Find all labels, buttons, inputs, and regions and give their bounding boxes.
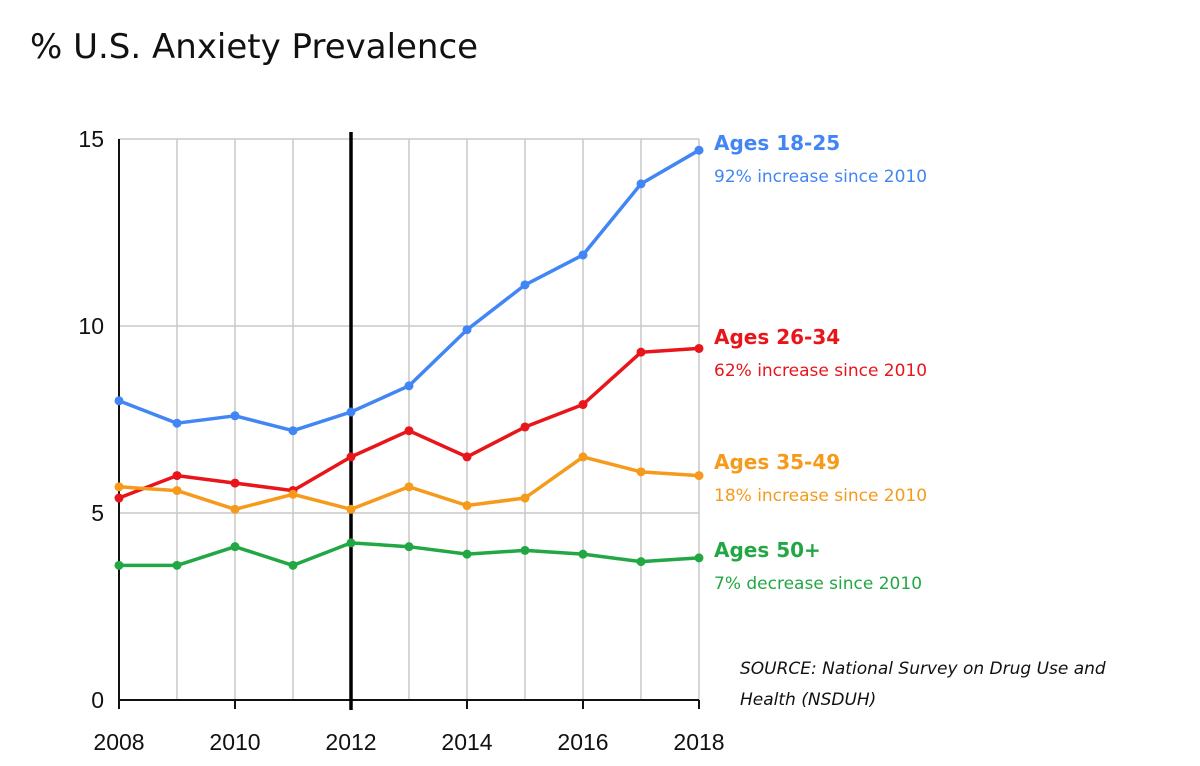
data-point-3-2017	[636, 557, 646, 567]
x-tick-label-2014: 2014	[441, 729, 492, 755]
data-point-2-2016	[578, 452, 588, 462]
data-point-2-2008	[114, 482, 124, 492]
data-point-1-2009	[172, 471, 182, 481]
data-point-0-2014	[462, 325, 472, 335]
data-point-2-2013	[404, 482, 414, 492]
y-tick-label-0: 0	[91, 687, 104, 713]
series-group	[114, 145, 704, 570]
source-note-line-2: Health (NSDUH)	[740, 690, 876, 710]
data-point-3-2016	[578, 549, 588, 559]
data-point-0-2011	[288, 426, 298, 436]
series-label-name-0: Ages 18-25	[714, 131, 840, 155]
data-point-1-2016	[578, 400, 588, 410]
data-point-0-2017	[636, 179, 646, 189]
data-point-3-2013	[404, 542, 414, 552]
data-point-3-2010	[230, 542, 240, 552]
series-label-note-1: 62% increase since 2010	[714, 361, 927, 381]
x-tick-label-2018: 2018	[673, 729, 724, 755]
data-point-0-2009	[172, 418, 182, 428]
data-point-3-2011	[288, 560, 298, 570]
y-tick-label-5: 5	[91, 500, 104, 526]
y-tick-label-15: 15	[78, 126, 104, 152]
x-tick-label-2008: 2008	[93, 729, 144, 755]
x-tick-label-2016: 2016	[557, 729, 608, 755]
data-point-3-2012	[346, 538, 356, 548]
series-label-name-3: Ages 50+	[714, 538, 821, 562]
data-point-1-2013	[404, 426, 414, 436]
data-point-2-2010	[230, 504, 240, 514]
series-labels: Ages 18-25 92% increase since 2010 Ages 26…	[714, 131, 927, 594]
series-label-note-0: 92% increase since 2010	[714, 167, 927, 187]
data-point-0-2015	[520, 280, 530, 290]
data-point-3-2014	[462, 549, 472, 559]
data-point-3-2015	[520, 545, 530, 555]
data-point-0-2008	[114, 396, 124, 406]
data-point-2-2017	[636, 467, 646, 477]
source-note-line-1: SOURCE: National Survey on Drug Use and	[740, 659, 1106, 679]
data-point-2-2018	[694, 471, 704, 481]
data-point-1-2008	[114, 493, 124, 503]
data-point-1-2010	[230, 478, 240, 488]
data-point-0-2013	[404, 381, 414, 391]
data-point-1-2012	[346, 452, 356, 462]
axes: 0 5 10 15 2008 2010 2012 2014 2016 2018	[78, 126, 724, 755]
data-point-2-2012	[346, 504, 356, 514]
data-point-2-2014	[462, 501, 472, 511]
data-point-2-2009	[172, 486, 182, 496]
data-point-1-2015	[520, 422, 530, 432]
data-point-1-2017	[636, 347, 646, 357]
data-point-0-2016	[578, 250, 588, 260]
x-tick-label-2010: 2010	[209, 729, 260, 755]
data-point-1-2014	[462, 452, 472, 462]
data-point-1-2018	[694, 343, 704, 353]
data-point-0-2010	[230, 411, 240, 421]
data-point-0-2018	[694, 145, 704, 155]
chart-title: % U.S. Anxiety Prevalence	[30, 27, 478, 67]
series-label-name-2: Ages 35-49	[714, 450, 840, 474]
y-tick-label-10: 10	[78, 313, 104, 339]
x-tick-label-2012: 2012	[325, 729, 376, 755]
data-point-2-2011	[288, 489, 298, 499]
data-point-2-2015	[520, 493, 530, 503]
data-point-0-2012	[346, 407, 356, 417]
series-label-note-3: 7% decrease since 2010	[714, 574, 922, 594]
series-label-note-2: 18% increase since 2010	[714, 486, 927, 506]
data-point-3-2018	[694, 553, 704, 563]
series-label-name-1: Ages 26-34	[714, 325, 840, 349]
data-point-3-2008	[114, 560, 124, 570]
data-point-3-2009	[172, 560, 182, 570]
